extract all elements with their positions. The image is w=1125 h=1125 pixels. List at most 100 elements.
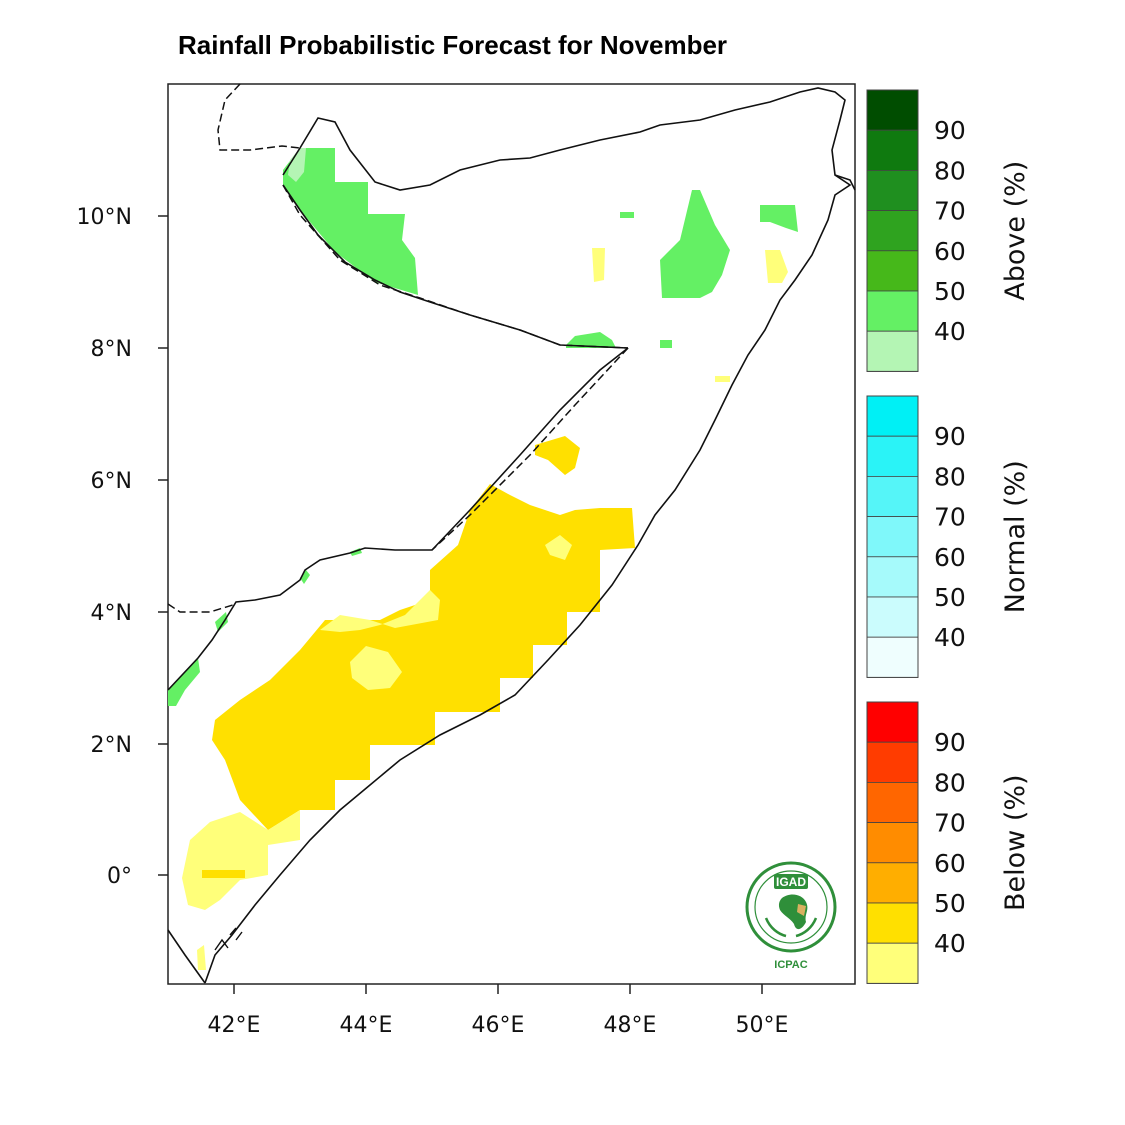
legend-value-label: 40 (934, 929, 966, 958)
legend-swatch (866, 596, 919, 638)
border-dashed-west (167, 603, 237, 613)
below-area-south-light-2 (268, 810, 300, 845)
legend-swatch (866, 701, 919, 743)
above-area-tip (760, 205, 798, 232)
y-tick-label: 4°N (91, 601, 132, 626)
legend-value-label: 70 (934, 809, 966, 838)
legend-value-label: 60 (934, 237, 966, 266)
legend-bar-above: 90 80 70 60 50 40 Above (%) (866, 89, 1031, 372)
legend-swatch (866, 782, 919, 824)
y-tick-label: 0° (107, 864, 132, 889)
legend-value-label: 80 (934, 462, 966, 491)
legend-value-label: 40 (934, 623, 966, 652)
southern-islands (214, 927, 243, 951)
x-axis: 42°E 44°E 46°E 48°E 50°E (208, 984, 789, 1038)
legend-swatch (866, 822, 919, 864)
legend-title: Normal (%) (1000, 460, 1031, 613)
below-area-lighter-top (320, 590, 440, 632)
legend-value-label: 50 (934, 277, 966, 306)
igad-logo: IGAD ICPAC (745, 861, 837, 971)
legend-swatch (866, 556, 919, 598)
legend-swatch (866, 290, 919, 332)
legend-value-label: 90 (934, 116, 966, 145)
above-area-northwest (283, 148, 418, 295)
x-tick-label: 44°E (340, 1013, 393, 1038)
legend-swatch (866, 636, 919, 678)
legend-swatch (866, 942, 919, 984)
above-area-southwest (168, 658, 200, 706)
legend-swatch (866, 435, 919, 477)
legend-bar-frame (866, 395, 919, 678)
legend-swatch (866, 89, 919, 131)
legend-value-label: 70 (934, 503, 966, 532)
legend-value-label: 60 (934, 849, 966, 878)
below-area-dot-north (592, 248, 605, 282)
legend-swatch (866, 902, 919, 944)
legend-swatch (866, 169, 919, 211)
logo-caption: ICPAC (774, 959, 807, 971)
legend-value-label: 70 (934, 197, 966, 226)
legend: 90 80 70 60 50 40 Above (%) 90 80 70 60 50 40 Normal … (866, 89, 1031, 984)
y-axis: 10°N 8°N 6°N 4°N 2°N 0° (77, 205, 168, 889)
above-area-central (566, 332, 616, 348)
legend-value-label: 90 (934, 728, 966, 757)
above-area-dot1 (620, 212, 634, 218)
legend-value-label: 80 (934, 768, 966, 797)
x-tick-label: 46°E (472, 1013, 525, 1038)
legend-bar-frame (866, 701, 919, 984)
y-tick-label: 10°N (77, 205, 132, 230)
border-dashed-ethiopia (282, 184, 629, 349)
border-west (167, 929, 206, 984)
legend-bar-normal: 90 80 70 60 50 40 Normal (%) (866, 395, 1031, 678)
legend-swatch (866, 395, 919, 437)
legend-value-label: 50 (934, 889, 966, 918)
logo-name: IGAD (776, 875, 806, 889)
coastline (204, 87, 852, 984)
legend-value-label: 90 (934, 422, 966, 451)
legend-title: Below (%) (1000, 774, 1031, 911)
y-tick-label: 2°N (91, 733, 132, 758)
below-area-lighter-right (545, 535, 572, 560)
x-tick-label: 50°E (736, 1013, 789, 1038)
above-area-border-mid (300, 570, 310, 584)
legend-swatch (866, 516, 919, 558)
above-normal-areas (168, 148, 798, 706)
map-title: Rainfall Probabilistic Forecast for Nove… (178, 30, 728, 60)
legend-swatch (866, 862, 919, 904)
x-tick-label: 48°E (604, 1013, 657, 1038)
below-area-coast-dot (715, 376, 730, 382)
below-area-south-band (202, 870, 245, 878)
below-area-north-blob (535, 436, 580, 475)
below-area-main (212, 484, 635, 830)
legend-value-label: 40 (934, 317, 966, 346)
horn-tip (834, 174, 856, 191)
border-dashed-north (217, 83, 301, 151)
legend-value-label: 60 (934, 543, 966, 572)
legend-swatch (866, 250, 919, 292)
legend-swatch (866, 330, 919, 372)
below-area-lighter-center (350, 646, 402, 690)
y-tick-label: 8°N (91, 337, 132, 362)
legend-bar-frame (866, 89, 919, 372)
legend-swatch (866, 129, 919, 171)
legend-title: Above (%) (1000, 161, 1031, 301)
legend-swatch (866, 741, 919, 783)
above-area-border-sw (215, 612, 228, 632)
legend-bar-below: 90 80 70 60 50 40 Below (%) (866, 701, 1031, 984)
x-tick-label: 42°E (208, 1013, 261, 1038)
above-area-north-east (660, 190, 730, 298)
legend-value-label: 50 (934, 583, 966, 612)
legend-value-label: 80 (934, 156, 966, 185)
below-normal-areas (182, 248, 788, 970)
above-area-northwest-light (288, 148, 306, 182)
legend-swatch (866, 210, 919, 252)
y-tick-label: 6°N (91, 469, 132, 494)
legend-swatch (866, 475, 919, 517)
above-area-dot2 (660, 340, 672, 348)
below-area-tip-south (197, 945, 206, 970)
below-area-south-light (182, 812, 268, 910)
border-kenya (167, 347, 629, 691)
below-area-dot-east (765, 250, 788, 283)
border-dashed-ogaden (431, 347, 629, 551)
